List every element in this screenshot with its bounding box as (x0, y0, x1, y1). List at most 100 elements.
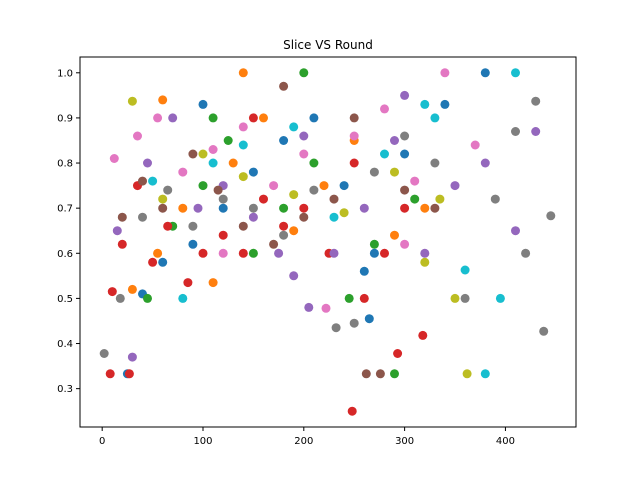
data-point (188, 221, 198, 231)
data-point (259, 113, 268, 123)
data-point (178, 293, 188, 303)
data-point (430, 113, 440, 123)
y-tick-label: 0.5 (57, 294, 73, 305)
data-point (248, 167, 258, 177)
data-point (531, 127, 541, 136)
data-point (462, 369, 472, 379)
chart-title: Slice VS Round (283, 38, 373, 52)
data-point (279, 221, 289, 231)
data-point (117, 239, 127, 249)
x-tick-label: 100 (193, 436, 212, 447)
data-point (158, 95, 168, 105)
data-point (495, 293, 505, 303)
data-point (248, 203, 258, 213)
data-point (344, 293, 354, 303)
data-point (269, 181, 279, 191)
data-point (208, 158, 218, 168)
data-point (390, 230, 399, 240)
data-point (117, 212, 127, 222)
data-point (511, 68, 520, 78)
data-point (420, 203, 430, 213)
y-tick-label: 0.4 (57, 339, 73, 350)
data-point (218, 248, 228, 258)
x-axis: 0 100 200 300 400 (99, 427, 515, 447)
data-point (238, 221, 248, 231)
data-point (112, 226, 122, 236)
data-point (238, 140, 248, 150)
data-point (208, 145, 218, 154)
y-axis: 0.3 0.4 0.5 0.6 0.7 0.8 0.9 1.0 (57, 68, 80, 395)
plot-frame (79, 56, 577, 428)
data-point (289, 122, 299, 132)
data-point (105, 369, 115, 379)
data-point (420, 257, 430, 267)
data-point (188, 149, 198, 159)
data-point (321, 303, 331, 313)
data-point (279, 136, 289, 145)
data-point (153, 113, 163, 123)
data-point (380, 104, 389, 114)
data-point (198, 149, 208, 159)
data-point (193, 203, 203, 213)
data-point (349, 318, 359, 328)
data-point (511, 226, 520, 236)
data-point (329, 248, 339, 258)
data-point (259, 194, 268, 204)
y-tick-label: 1.0 (57, 68, 73, 79)
data-point (168, 113, 178, 123)
data-point (299, 149, 309, 159)
data-point (329, 194, 339, 204)
data-point (339, 208, 349, 218)
x-tick-label: 200 (294, 436, 313, 447)
data-point (349, 113, 359, 123)
y-tick-label: 0.8 (57, 159, 73, 170)
data-point (138, 212, 147, 222)
y-tick-label: 0.9 (57, 113, 73, 124)
data-point (304, 302, 314, 312)
data-point (435, 194, 445, 204)
data-point (364, 314, 374, 324)
y-tick-label: 0.6 (57, 249, 73, 260)
y-tick-label: 0.3 (57, 384, 73, 395)
data-point (213, 185, 223, 195)
data-point (218, 194, 228, 204)
data-point (480, 68, 490, 78)
data-point (375, 369, 385, 379)
data-point (127, 284, 137, 294)
data-point (109, 154, 119, 163)
data-point (339, 181, 349, 191)
data-point (390, 369, 399, 379)
data-point (361, 369, 371, 379)
data-point (390, 136, 399, 145)
data-point (289, 226, 299, 236)
data-point (347, 406, 357, 416)
data-point (359, 266, 369, 276)
y-tick-label: 0.7 (57, 204, 73, 215)
data-point (158, 257, 168, 267)
data-point (420, 99, 430, 109)
data-point (238, 122, 248, 132)
data-point (309, 113, 319, 123)
data-point (238, 172, 248, 182)
data-point (228, 158, 238, 168)
data-point (274, 248, 284, 258)
data-point (430, 158, 440, 168)
data-point (369, 248, 379, 258)
data-point (400, 149, 410, 159)
data-point (380, 248, 389, 258)
data-point (188, 239, 198, 249)
data-point (183, 278, 193, 288)
data-point (531, 96, 541, 106)
data-point (299, 68, 309, 78)
data-point (359, 293, 369, 303)
data-point (124, 369, 134, 379)
data-point (178, 203, 188, 213)
data-point (418, 330, 428, 340)
x-tick-label: 300 (395, 436, 414, 447)
data-point (390, 167, 399, 177)
data-point (279, 81, 289, 91)
data-point (400, 203, 410, 213)
plot-area (80, 57, 576, 427)
data-point (309, 158, 319, 168)
